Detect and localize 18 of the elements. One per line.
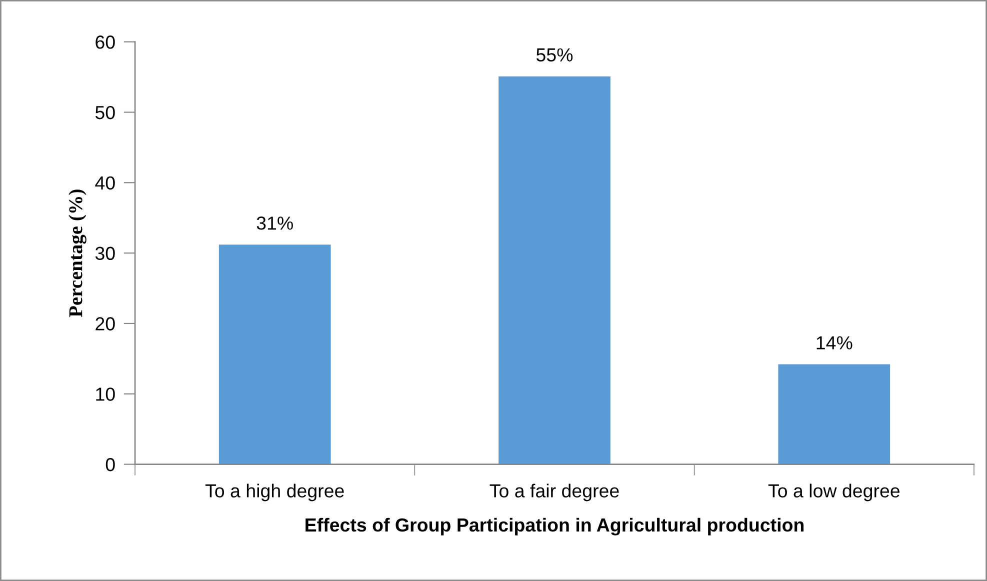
y-tick-label: 0 (106, 458, 115, 472)
y-tick-label: 30 (95, 246, 115, 260)
x-tick-label: To a high degree (205, 484, 344, 502)
x-axis-title: Effects of Group Participation in Agricultural production (306, 518, 804, 536)
y-axis-title: Percentage (%) (68, 190, 86, 318)
bar (498, 76, 610, 464)
y-tick-label: 40 (95, 176, 115, 190)
data-label: 31% (256, 216, 293, 230)
data-label: 14% (816, 336, 852, 350)
bar (218, 244, 331, 464)
y-tick-label: 10 (96, 388, 115, 401)
y-tick-label: 60 (96, 36, 115, 49)
bar (778, 364, 890, 464)
y-tick-label: 20 (96, 317, 115, 330)
y-tick-label: 50 (95, 106, 115, 120)
x-tick-label: To a low degree (768, 484, 900, 502)
data-label: 55% (536, 48, 573, 62)
x-tick-label: To a fair degree (490, 484, 619, 502)
